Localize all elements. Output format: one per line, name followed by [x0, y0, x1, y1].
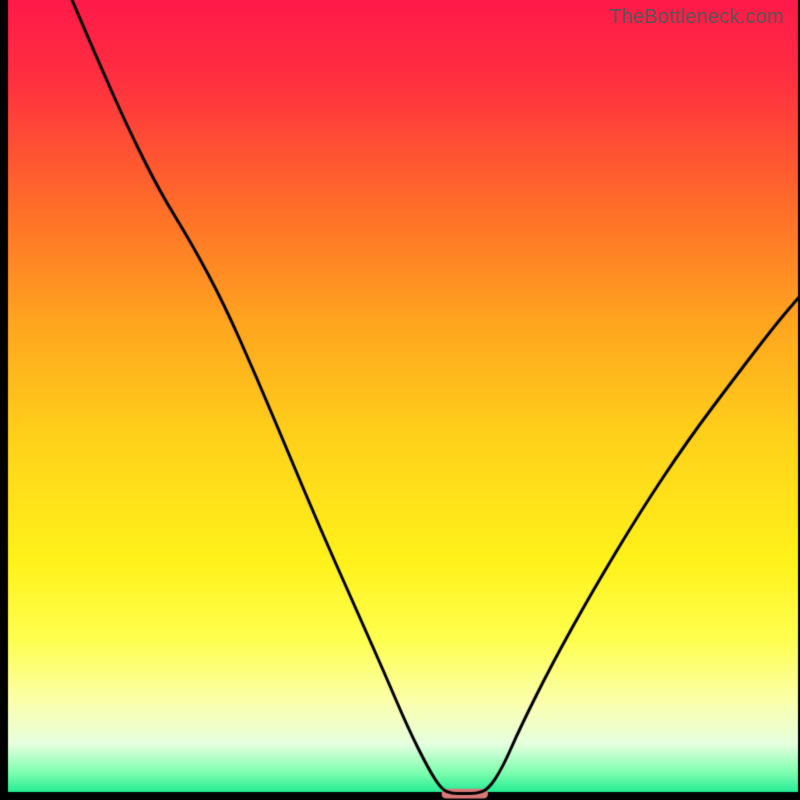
chart-container: TheBottleneck.com — [0, 0, 800, 800]
bottleneck-chart-canvas — [0, 0, 800, 800]
watermark-label: TheBottleneck.com — [609, 6, 784, 29]
